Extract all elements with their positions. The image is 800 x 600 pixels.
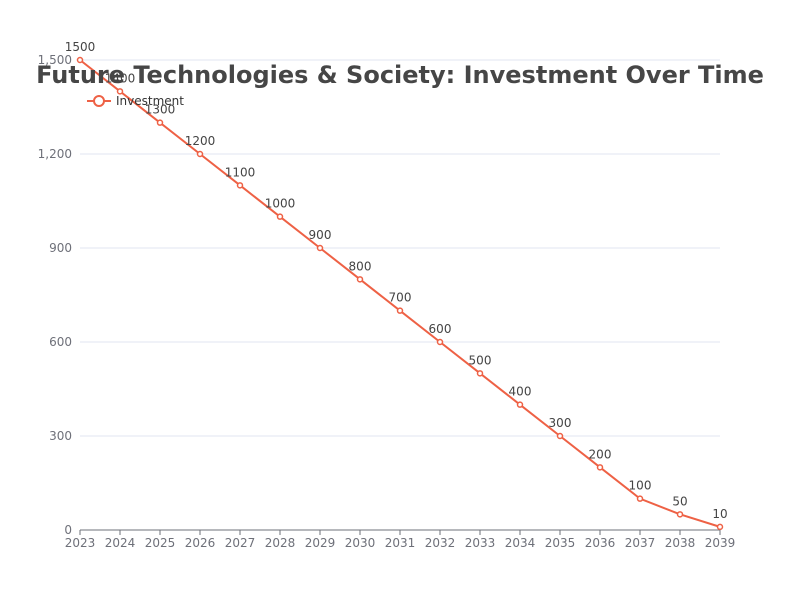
data-point[interactable] — [436, 338, 444, 346]
axis-layer: 0 300 600 900 1,200 1,500 2023 2024 2025 2026 2027… — [38, 53, 736, 550]
x-tick-label: 2035 — [545, 536, 576, 550]
x-tick-label: 2026 — [185, 536, 216, 550]
data-label: 300 — [549, 416, 572, 430]
data-point[interactable] — [676, 511, 684, 518]
x-tick-label: 2028 — [265, 536, 296, 550]
data-label: 500 — [469, 353, 492, 367]
x-tick-label: 2036 — [585, 536, 616, 550]
chart-title: Future Technologies & Society: Investmen… — [36, 61, 764, 89]
data-label: 1100 — [225, 165, 256, 179]
data-point[interactable] — [716, 523, 724, 531]
data-label: 600 — [429, 322, 452, 336]
legend-marker-icon — [93, 95, 105, 107]
x-tick-label: 2039 — [705, 536, 736, 550]
data-point[interactable] — [596, 464, 604, 471]
series-layer — [76, 56, 724, 531]
y-tick-label: 1,200 — [38, 147, 72, 161]
x-tick-label: 2030 — [345, 536, 376, 550]
data-point[interactable] — [476, 370, 484, 377]
data-label: 1000 — [265, 197, 296, 211]
y-tick-label: 0 — [64, 523, 72, 537]
x-tick-label: 2024 — [105, 536, 136, 550]
data-label: 400 — [509, 385, 532, 399]
data-label: 100 — [629, 479, 652, 493]
y-tick-label: 300 — [49, 429, 72, 443]
data-point[interactable] — [316, 244, 324, 252]
data-point[interactable] — [156, 119, 164, 126]
data-point[interactable] — [236, 182, 244, 189]
x-tick-label: 2027 — [225, 536, 256, 550]
data-label: 800 — [349, 259, 372, 273]
data-point[interactable] — [636, 495, 644, 502]
data-point[interactable] — [556, 432, 564, 440]
legend-label: Investment — [116, 94, 184, 108]
data-point[interactable] — [76, 56, 84, 64]
x-tick-label: 2032 — [425, 536, 456, 550]
y-tick-label: 1,500 — [38, 53, 72, 67]
y-tick-label: 600 — [49, 335, 72, 349]
data-label: 900 — [309, 228, 332, 242]
legend[interactable]: Investment — [87, 94, 184, 108]
data-label-layer: 1500 1400 1300 1200 1100 1000 900 800 700 600 500 4… — [65, 40, 728, 521]
data-label: 1400 — [105, 71, 136, 85]
x-tick-label: 2023 — [65, 536, 96, 550]
x-tick-label: 2033 — [465, 536, 496, 550]
x-tick-label: 2029 — [305, 536, 336, 550]
data-label: 1500 — [65, 40, 96, 54]
data-point[interactable] — [196, 150, 204, 158]
data-point[interactable] — [396, 307, 404, 314]
data-label: 50 — [672, 494, 687, 508]
x-tick-label: 2037 — [625, 536, 656, 550]
data-label: 1200 — [185, 134, 216, 148]
grid-layer — [80, 59, 720, 437]
x-tick-label: 2025 — [145, 536, 176, 550]
data-point[interactable] — [356, 276, 364, 283]
y-tick-label: 900 — [49, 241, 72, 255]
data-label: 1300 — [145, 103, 176, 117]
data-label: 700 — [389, 291, 412, 305]
x-tick-label: 2034 — [505, 536, 536, 550]
data-label: 200 — [589, 447, 612, 461]
data-point[interactable] — [516, 401, 524, 408]
x-tick-label: 2031 — [385, 536, 416, 550]
data-point[interactable] — [276, 213, 284, 220]
data-point[interactable] — [116, 88, 124, 95]
x-tick-label: 2038 — [665, 536, 696, 550]
data-label: 10 — [712, 507, 727, 521]
